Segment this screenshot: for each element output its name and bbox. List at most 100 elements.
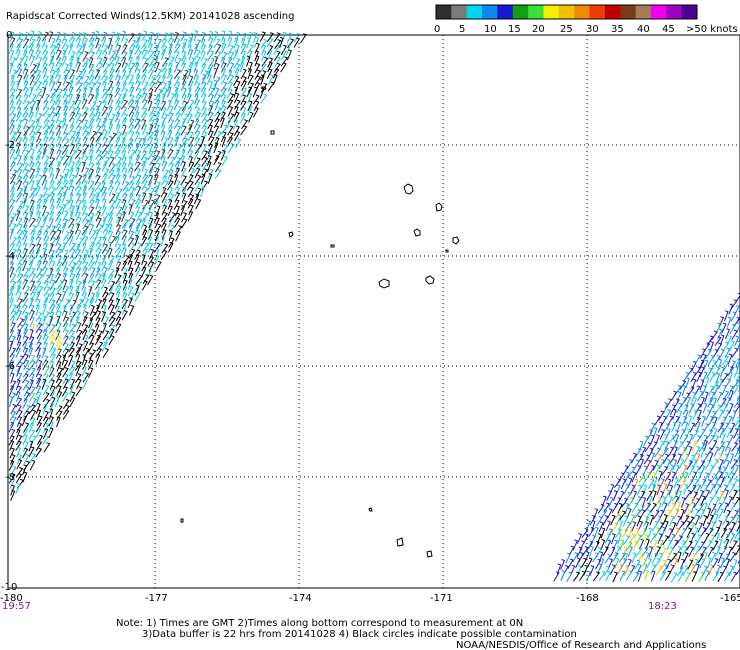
wind-barb: [15, 131, 22, 142]
wind-barb: [634, 448, 642, 459]
wind-barb: [167, 174, 174, 186]
wind-barb: [187, 194, 195, 205]
wind-barb: [107, 143, 113, 155]
wind-barb: [128, 242, 136, 253]
wind-barb: [42, 56, 48, 68]
wind-barb: [714, 404, 722, 415]
wind-barb: [575, 557, 581, 569]
wind-barb: [121, 219, 129, 229]
wind-barb: [160, 175, 168, 186]
wind-barb: [75, 310, 81, 322]
wind-barb: [35, 243, 42, 255]
wind-barb: [267, 74, 274, 85]
wind-barb: [41, 37, 47, 49]
wind-barb: [181, 93, 187, 105]
wind-barb: [721, 355, 730, 366]
wind-barb: [200, 50, 206, 62]
wind-barb: [180, 62, 187, 73]
wind-barb: [234, 68, 240, 80]
wind-barb: [49, 299, 56, 310]
wind-barb: [10, 181, 16, 192]
wind-barb: [48, 255, 54, 266]
wind-barb: [16, 106, 22, 118]
wind-barb: [676, 441, 684, 452]
wind-barb: [127, 278, 133, 290]
wind-barb: [708, 451, 714, 463]
wind-barb: [711, 490, 719, 501]
wind-barb: [736, 340, 740, 352]
wind-barb: [227, 30, 233, 42]
wind-barb: [690, 532, 696, 544]
wind-barb: [691, 440, 698, 451]
wind-barb: [700, 478, 707, 490]
wind-barb: [730, 311, 737, 322]
wind-barb: [141, 156, 149, 167]
wind-barb: [167, 149, 174, 160]
wind-barb: [174, 51, 180, 62]
wind-barb: [717, 409, 724, 421]
wind-barb: [734, 417, 740, 427]
wind-barb: [141, 119, 147, 130]
wind-barb: [141, 49, 149, 60]
wind-barb: [16, 248, 22, 260]
wind-barb: [56, 192, 63, 203]
wind-barb: [94, 267, 101, 278]
wind-barb: [659, 429, 666, 440]
wind-barb: [140, 236, 148, 247]
wind-barb: [607, 558, 613, 570]
wind-barb: [54, 273, 62, 284]
wind-barb: [685, 377, 690, 389]
wind-barb: [36, 409, 42, 421]
wind-barb: [300, 33, 307, 44]
island: [426, 550, 433, 558]
wind-barb: [61, 132, 69, 143]
wind-barb: [168, 224, 176, 235]
wind-barb: [181, 131, 189, 142]
wind-barb: [735, 292, 740, 304]
wind-barb: [127, 285, 134, 297]
wind-barb: [128, 149, 136, 160]
wind-barb: [252, 94, 260, 105]
wind-barb: [706, 335, 714, 346]
wind-barb: [201, 119, 208, 130]
wind-barb: [658, 410, 665, 421]
wind-barb: [22, 367, 30, 378]
wind-barb: [42, 106, 50, 117]
wind-barb: [672, 539, 679, 550]
wind-barb: [36, 94, 44, 105]
wind-barb: [28, 341, 33, 353]
wind-barb: [102, 249, 109, 260]
wind-barb: [697, 502, 705, 513]
wind-barb: [50, 81, 56, 92]
wind-barb: [101, 298, 107, 310]
wind-barb: [107, 37, 113, 49]
wind-barb: [122, 303, 127, 315]
wind-barb: [108, 185, 114, 197]
wind-barb: [147, 222, 153, 234]
wind-barb: [35, 322, 43, 333]
wind-barb: [10, 489, 16, 501]
wind-barb: [187, 131, 194, 142]
wind-barb: [602, 546, 609, 557]
wind-barb: [194, 106, 201, 118]
wind-barb: [141, 192, 147, 204]
wind-barb: [174, 212, 181, 223]
wind-barb: [41, 167, 48, 178]
wind-barb: [710, 410, 717, 422]
wind-barb: [95, 37, 100, 49]
wind-barb: [135, 88, 142, 99]
wind-barb: [22, 380, 30, 391]
wind-barb: [610, 514, 616, 526]
wind-barb: [586, 557, 593, 569]
wind-barb: [704, 522, 711, 533]
wind-barb: [116, 206, 123, 217]
wind-barb: [35, 298, 41, 310]
wind-barb: [723, 360, 730, 372]
wind-barb: [724, 409, 731, 421]
wind-barb: [108, 285, 114, 296]
colorbar-segment: [451, 5, 468, 19]
wind-barb: [700, 527, 707, 538]
wind-barb: [201, 31, 206, 43]
wind-barb: [114, 236, 120, 248]
wind-barb: [56, 367, 64, 378]
